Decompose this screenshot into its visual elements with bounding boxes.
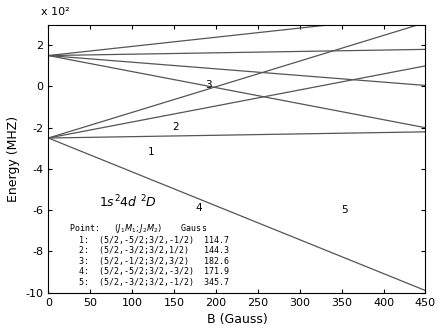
Text: 1: 1 bbox=[148, 147, 155, 157]
Text: $1s^24d\ ^2D$: $1s^24d\ ^2D$ bbox=[99, 193, 156, 210]
X-axis label: B (Gauss): B (Gauss) bbox=[206, 313, 267, 326]
Text: 2: 2 bbox=[173, 122, 179, 132]
Y-axis label: Energy (MHZ): Energy (MHZ) bbox=[7, 116, 20, 202]
Text: x 10²: x 10² bbox=[41, 7, 70, 17]
Text: 3: 3 bbox=[205, 80, 211, 90]
Text: 5: 5 bbox=[342, 205, 348, 215]
Text: Point:   $(J_1M_1;J_2M_2)$    Gauss
  1:  (5/2,-5/2;3/2,-1/2)  114.7
  2:  (5/2,: Point: $(J_1M_1;J_2M_2)$ Gauss 1: (5/2,-… bbox=[69, 222, 229, 287]
Text: 4: 4 bbox=[196, 203, 202, 213]
